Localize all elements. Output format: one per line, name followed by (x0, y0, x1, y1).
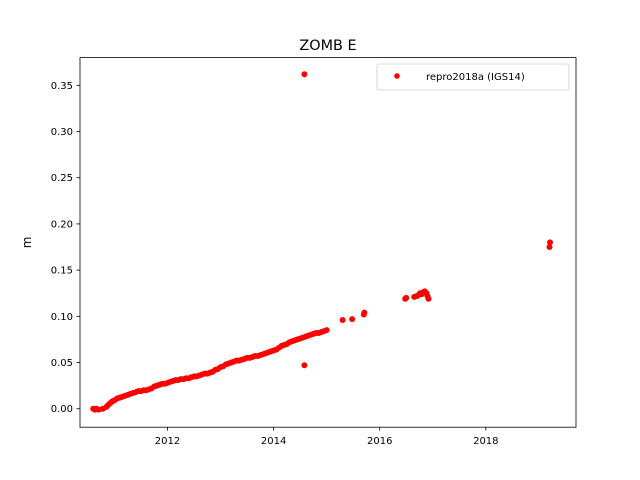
legend-marker (394, 73, 400, 79)
plot-marks (90, 71, 554, 413)
y-tick-label: 0.10 (51, 312, 73, 323)
data-point (546, 244, 553, 251)
y-tick-label: 0.05 (51, 358, 73, 369)
data-point (301, 71, 308, 78)
x-tick-label: 2018 (473, 436, 498, 447)
y-tick-label: 0.00 (51, 404, 73, 415)
x-tick-label: 2014 (261, 436, 286, 447)
data-point (349, 316, 356, 323)
x-tick-label: 2012 (155, 436, 180, 447)
y-tick-label: 0.15 (51, 266, 73, 277)
data-point (403, 294, 410, 301)
plot-frame (79, 57, 577, 428)
y-tick-label: 0.35 (51, 81, 73, 92)
y-tick-label: 0.20 (51, 219, 73, 230)
legend-box (376, 63, 570, 91)
data-point (547, 239, 554, 246)
data-point (323, 327, 330, 334)
data-point (361, 309, 368, 316)
y-tick-label: 0.25 (51, 173, 73, 184)
x-tick-label: 2016 (367, 436, 392, 447)
y-tick-label: 0.30 (51, 127, 73, 138)
y-axis-ticks: 0.00 0.05 0.10 0.15 0.20 0.25 0.30 0.35 (51, 81, 80, 415)
legend: repro2018a (IGS14) (376, 63, 570, 91)
data-point (301, 362, 308, 369)
y-axis-label: m (20, 237, 34, 249)
chart-title: ZOMB E (299, 38, 356, 54)
legend-label: repro2018a (IGS14) (426, 72, 525, 83)
x-axis-ticks: 2012 2014 2016 2018 (155, 427, 499, 447)
data-point (339, 317, 346, 324)
data-point (425, 295, 432, 302)
